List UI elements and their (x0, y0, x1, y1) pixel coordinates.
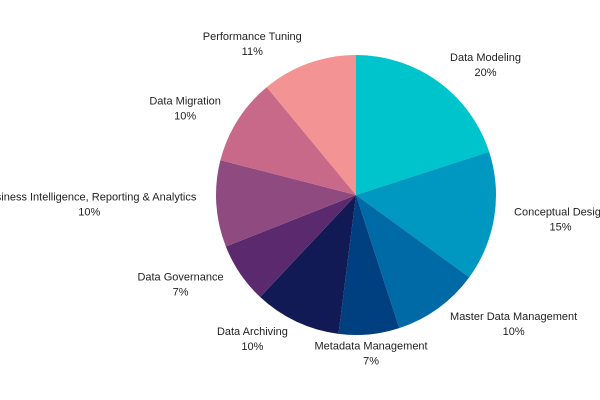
pie-slice (220, 87, 356, 195)
slice-label: Data Governance (137, 271, 223, 283)
slice-label: Business Intelligence, Reporting & Analy… (0, 191, 197, 203)
slice-label: Conceptual Design (514, 206, 600, 218)
slice-label: Data Modeling (450, 52, 521, 64)
slice-label: Master Data Management (450, 311, 577, 323)
slice-label: Performance Tuning (203, 31, 302, 43)
pie-slice (356, 55, 490, 195)
slice-value-label: 10% (503, 326, 525, 338)
pie-slice (356, 195, 470, 329)
pie-slice (356, 151, 496, 278)
pie-slice (266, 55, 356, 195)
slice-label: Data Migration (149, 96, 221, 108)
slice-value-label: 10% (174, 111, 196, 123)
pie-slice (225, 195, 356, 298)
slice-value-label: 10% (78, 206, 100, 218)
slice-value-label: 20% (474, 67, 496, 79)
slice-value-label: 10% (241, 341, 263, 353)
slice-value-label: 11% (242, 46, 263, 58)
slice-label: Metadata Management (314, 341, 427, 353)
slice-label: Data Archiving (217, 326, 288, 338)
pie-slice (260, 195, 356, 334)
slice-value-label: 15% (549, 221, 571, 233)
slice-value-label: 7% (363, 356, 379, 368)
slice-value-label: 7% (173, 286, 189, 298)
pie-slice (216, 160, 356, 247)
pie-slice (338, 195, 400, 336)
